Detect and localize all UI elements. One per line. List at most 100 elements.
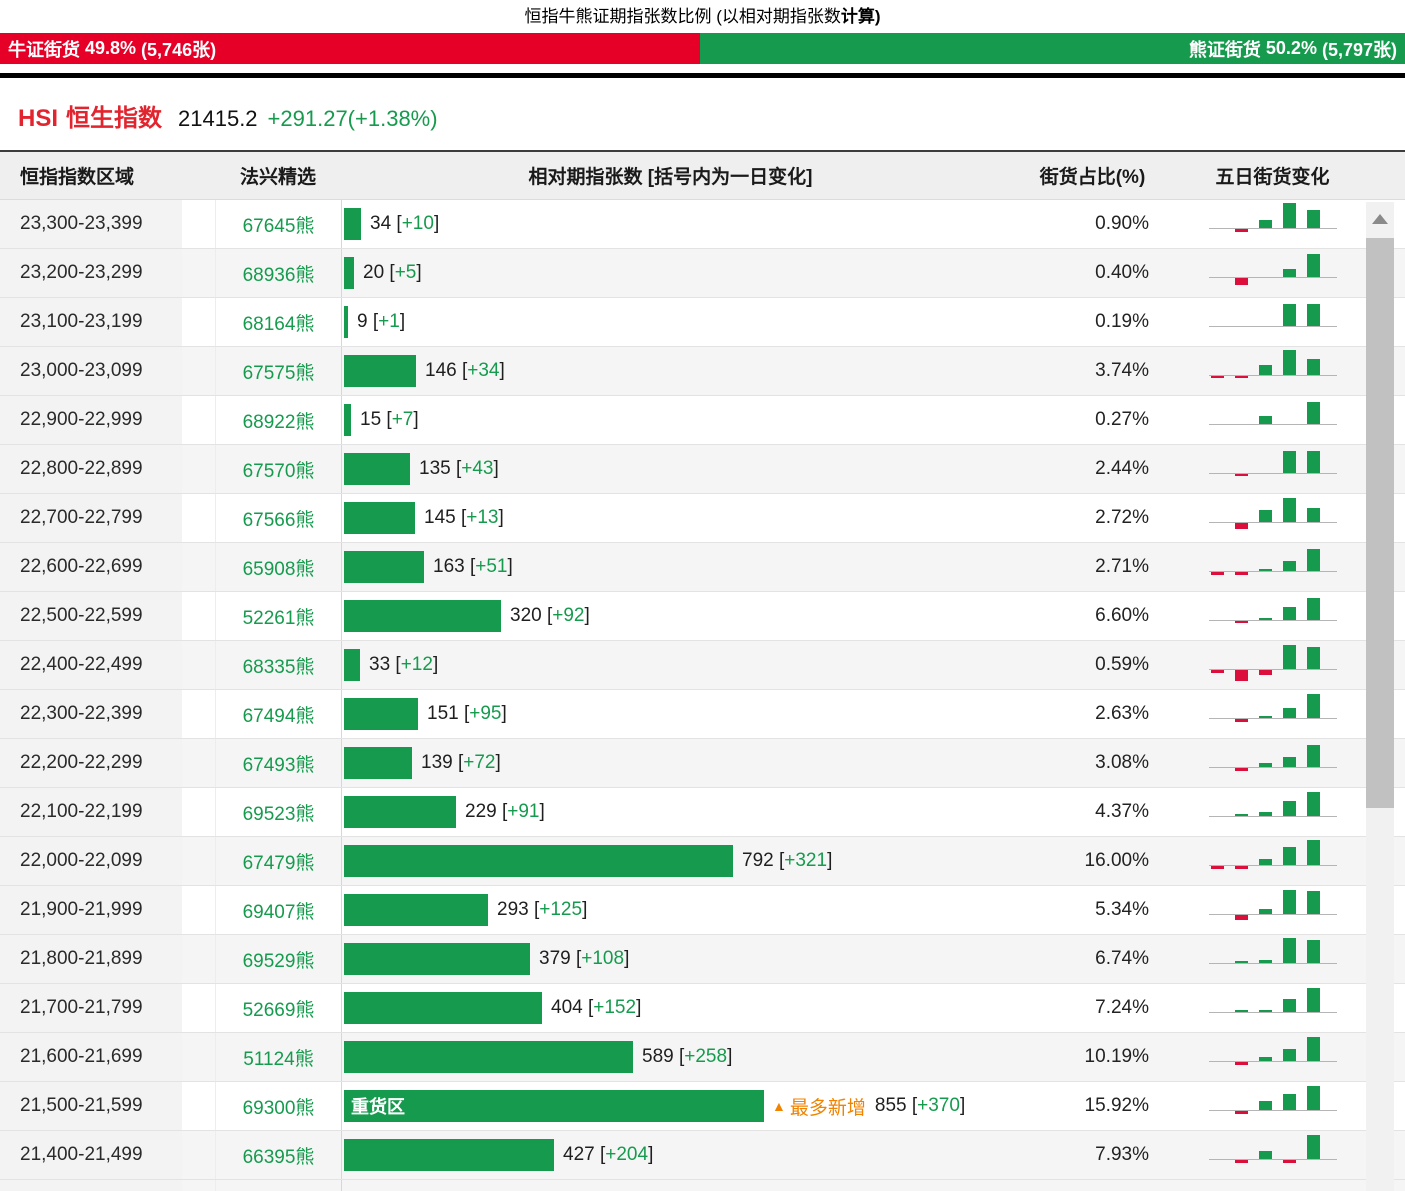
volume-bar xyxy=(344,551,424,583)
table-row[interactable]: 23,300-23,399 67645熊 34 [+10] 0.90% xyxy=(0,200,1405,249)
table-row[interactable]: 22,200-22,299 67493熊 139 [+72] 3.08% xyxy=(0,739,1405,788)
volume-change: +12 xyxy=(400,654,433,675)
table-row[interactable]: 22,300-22,399 67494熊 151 [+95] 2.63% xyxy=(0,690,1405,739)
volume-text: 792 [+321] xyxy=(742,850,833,871)
max-increase-badge: ▲ 最多新增 xyxy=(772,1093,866,1120)
percent-cell: 5.34% xyxy=(1095,899,1149,920)
range-cell: 21,700-21,799 xyxy=(0,984,215,1032)
table-row[interactable]: 22,700-22,799 67566熊 145 [+13] 2.72% xyxy=(0,494,1405,543)
table-row[interactable]: 22,900-22,999 68922熊 15 [+7] 0.27% xyxy=(0,396,1405,445)
code-link[interactable]: 68936熊 xyxy=(215,249,341,297)
index-summary: HSI 恒生指数 21415.2 +291.27(+1.38%) xyxy=(18,98,1405,132)
spark-bar xyxy=(1306,891,1320,914)
table-row[interactable]: 21,900-21,999 69407熊 293 [+125] 5.34% xyxy=(0,886,1405,935)
sparkline-cell xyxy=(1185,886,1360,934)
code-link[interactable]: 67575熊 xyxy=(215,347,341,395)
scroll-up-button[interactable] xyxy=(1366,202,1394,236)
sparkline xyxy=(1208,790,1337,834)
col-header-bar: 相对期指张数 [括号内为一日变化] xyxy=(528,167,813,188)
spark-bar xyxy=(1258,1101,1272,1110)
volume-text: 855 [+370] xyxy=(874,1095,966,1116)
spark-bar xyxy=(1234,670,1248,681)
volume-text: 229 [+91] xyxy=(465,801,545,822)
sparkline xyxy=(1208,986,1337,1030)
percent-cell: 7.24% xyxy=(1095,997,1149,1018)
volume-bar: 重货区 xyxy=(344,1090,764,1122)
table-row[interactable]: 23,100-23,199 68164熊 9 [+1] 0.19% xyxy=(0,298,1405,347)
table-row[interactable]: 22,400-22,499 68335熊 33 [+12] 0.59% xyxy=(0,641,1405,690)
sparkline xyxy=(1208,1035,1337,1079)
spark-bar xyxy=(1306,549,1320,571)
spark-baseline xyxy=(1208,963,1337,964)
volume-bar xyxy=(344,698,418,730)
spark-bar xyxy=(1258,960,1272,963)
scrollbar[interactable] xyxy=(1366,202,1394,1191)
range-cell: 22,900-22,999 xyxy=(0,396,215,444)
table-row[interactable]: 22,500-22,599 52261熊 320 [+92] 6.60% xyxy=(0,592,1405,641)
code-link[interactable]: 69407熊 xyxy=(215,886,341,934)
volume-bar xyxy=(344,747,412,779)
bull-percent: 49.8% xyxy=(85,38,137,58)
volume-text: 293 [+125] xyxy=(497,899,588,920)
percent-cell: 4.37% xyxy=(1095,801,1149,822)
volume-text: 139 [+72] xyxy=(421,752,501,773)
index-change: +291.27(+1.38%) xyxy=(267,106,438,131)
warrant-table: 恒指指数区域 法兴精选 相对期指张数 [括号内为一日变化] 街货占比(%) 五日… xyxy=(0,150,1405,1191)
spark-bar xyxy=(1234,719,1248,722)
percent-cell: 10.19% xyxy=(1084,1046,1149,1067)
sparkline xyxy=(1208,202,1337,246)
code-link[interactable]: 52669熊 xyxy=(215,984,341,1032)
code-link[interactable]: 69523熊 xyxy=(215,788,341,836)
code-link[interactable]: 67493熊 xyxy=(215,739,341,787)
code-link[interactable]: 69300熊 xyxy=(215,1082,341,1130)
code-link[interactable]: 67566熊 xyxy=(215,494,341,542)
sparkline xyxy=(1208,888,1337,932)
percent-cell: 3.08% xyxy=(1095,752,1149,773)
sparkline xyxy=(1208,1133,1337,1177)
code-link[interactable]: 68164熊 xyxy=(215,298,341,346)
code-link[interactable]: 68922熊 xyxy=(215,396,341,444)
volume-bar-cell: 145 [+13] xyxy=(341,494,1000,542)
table-row[interactable]: 23,000-23,099 67575熊 146 [+34] 3.74% xyxy=(0,347,1405,396)
spark-bar xyxy=(1234,1010,1248,1012)
sparkline-cell xyxy=(1185,690,1360,738)
code-link[interactable]: 52261熊 xyxy=(215,592,341,640)
scroll-thumb[interactable] xyxy=(1366,238,1394,808)
volume-bar-cell: 404 [+152] xyxy=(341,984,1000,1032)
code-link[interactable]: 68335熊 xyxy=(215,641,341,689)
table-row[interactable]: 21,400-21,499 66395熊 427 [+204] 7.93% xyxy=(0,1131,1405,1180)
volume-text: 20 [+5] xyxy=(363,262,422,283)
max-increase-text: 最多新增 xyxy=(789,1097,866,1119)
table-row[interactable]: 21,600-21,699 51124熊 589 [+258] 10.19% xyxy=(0,1033,1405,1082)
table-row[interactable]: 21,500-21,599 69300熊 重货区 ▲ 最多新增 855 [+370… xyxy=(0,1082,1405,1131)
table-row[interactable]: 21,700-21,799 52669熊 404 [+152] 7.24% xyxy=(0,984,1405,1033)
table-row[interactable]: 22,600-22,699 65908熊 163 [+51] 2.71% xyxy=(0,543,1405,592)
code-link[interactable]: 66395熊 xyxy=(215,1131,341,1179)
spark-bar xyxy=(1210,572,1224,575)
scroll-up-icon xyxy=(1372,214,1388,224)
bull-count: (5,746张) xyxy=(141,39,217,60)
percent-cell: 2.71% xyxy=(1095,556,1149,577)
table-row[interactable]: 22,100-22,199 69523熊 229 [+91] 4.37% xyxy=(0,788,1405,837)
table-row[interactable]: 22,800-22,899 67570熊 135 [+43] 2.44% xyxy=(0,445,1405,494)
code-link[interactable]: 67645熊 xyxy=(215,200,341,248)
table-row[interactable]: 23,200-23,299 68936熊 20 [+5] 0.40% xyxy=(0,249,1405,298)
table-row[interactable]: 21,800-21,899 69529熊 379 [+108] 6.74% xyxy=(0,935,1405,984)
section-divider xyxy=(0,73,1405,78)
code-link[interactable]: 69529熊 xyxy=(215,935,341,983)
bear-percent: 50.2% xyxy=(1265,38,1317,58)
spark-bar xyxy=(1282,203,1296,228)
spark-bar xyxy=(1210,376,1224,378)
code-link[interactable]: 51124熊 xyxy=(215,1033,341,1081)
spark-bar xyxy=(1234,229,1248,232)
volume-bar-cell: 589 [+258] xyxy=(341,1033,1000,1081)
code-link[interactable]: 67479熊 xyxy=(215,837,341,885)
volume-bar xyxy=(344,306,348,338)
code-link[interactable]: 67570熊 xyxy=(215,445,341,493)
table-header: 恒指指数区域 法兴精选 相对期指张数 [括号内为一日变化] 街货占比(%) 五日… xyxy=(0,152,1405,200)
code-link[interactable]: 65908熊 xyxy=(215,543,341,591)
spark-bar xyxy=(1258,569,1272,571)
spark-bar xyxy=(1258,1010,1272,1012)
table-row[interactable]: 22,000-22,099 67479熊 792 [+321] 16.00% xyxy=(0,837,1405,886)
code-link[interactable]: 67494熊 xyxy=(215,690,341,738)
